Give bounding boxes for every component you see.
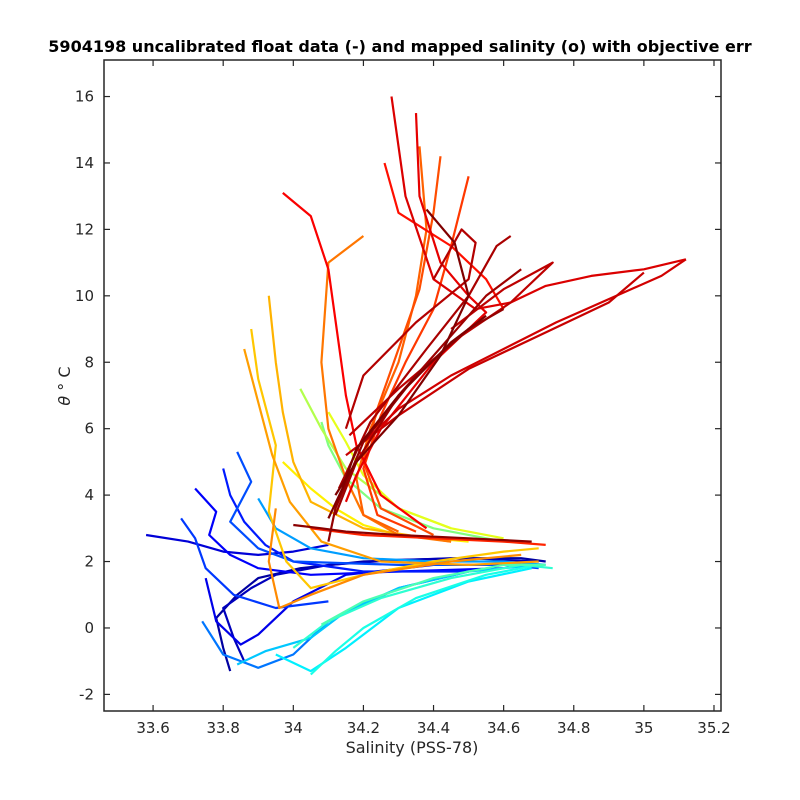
x-tick-label: 34 <box>284 719 303 737</box>
profile-line-36 <box>344 228 477 430</box>
axes-frame <box>103 59 722 712</box>
profile-line-14 <box>292 563 553 649</box>
y-tick-label: 4 <box>84 486 94 504</box>
x-tick-label: 34.6 <box>487 719 520 737</box>
series-layer <box>145 96 687 676</box>
y-tick-label: -2 <box>79 685 94 703</box>
profile-line-31 <box>344 113 488 503</box>
profile-line-12 <box>275 567 532 673</box>
profile-line-41 <box>327 314 487 519</box>
y-axis-label-unit: ° C <box>55 366 74 390</box>
profile-line-34 <box>345 271 645 457</box>
profile-line-28 <box>310 527 546 546</box>
x-tick-label: 34.8 <box>557 719 590 737</box>
x-axis-label: Salinity (PSS-78) <box>346 738 479 757</box>
profile-line-21 <box>267 295 452 543</box>
y-tick-label: 16 <box>75 88 94 106</box>
profile-line-38 <box>334 268 522 516</box>
profile-line-42 <box>334 208 470 496</box>
profile-line-13 <box>310 563 539 676</box>
x-tick-label: 34.2 <box>347 719 380 737</box>
profile-line-24 <box>320 235 452 543</box>
y-tick-label: 8 <box>84 353 94 371</box>
profile-line-15 <box>320 563 546 626</box>
y-tick-label: 10 <box>75 287 94 305</box>
profile-line-18 <box>327 411 504 540</box>
profile-line-20 <box>250 328 539 590</box>
y-axis-label: θ ° C <box>55 366 74 405</box>
x-tick-label: 33.8 <box>206 719 239 737</box>
x-tick-label: 35 <box>634 719 653 737</box>
chart-title: 5904198 uncalibrated float data (-) and … <box>48 37 751 56</box>
y-axis-label-symbol: θ <box>55 396 74 406</box>
profile-line-37 <box>337 235 512 489</box>
x-tick-label: 34.4 <box>417 719 450 737</box>
profile-line-3 <box>145 533 329 557</box>
profile-line-16 <box>320 421 504 543</box>
profile-line-26 <box>362 156 442 536</box>
y-tick-label: 2 <box>84 553 94 571</box>
profile-line-25 <box>355 146 428 533</box>
profile-line-10 <box>257 497 546 566</box>
profile-line-30 <box>282 192 428 530</box>
profile-line-27 <box>362 176 470 533</box>
profile-line-23 <box>267 508 522 610</box>
profile-line-22 <box>243 348 539 567</box>
x-tick-label: 33.6 <box>136 719 169 737</box>
y-tick-label: 12 <box>75 220 94 238</box>
x-tick-label: 35.2 <box>697 719 730 737</box>
profile-line-40 <box>293 523 532 543</box>
ticks-layer: 33.6 33.8 34 34.2 34.4 34.6 34.8 35 35.2 -2 0 2 4 6 8 1… <box>75 60 731 737</box>
y-tick-label: 6 <box>84 420 94 438</box>
y-tick-label: 0 <box>84 619 94 637</box>
y-tick-label: 14 <box>75 154 94 172</box>
profile-line-35 <box>348 261 554 437</box>
profile-line-6 <box>222 468 469 573</box>
